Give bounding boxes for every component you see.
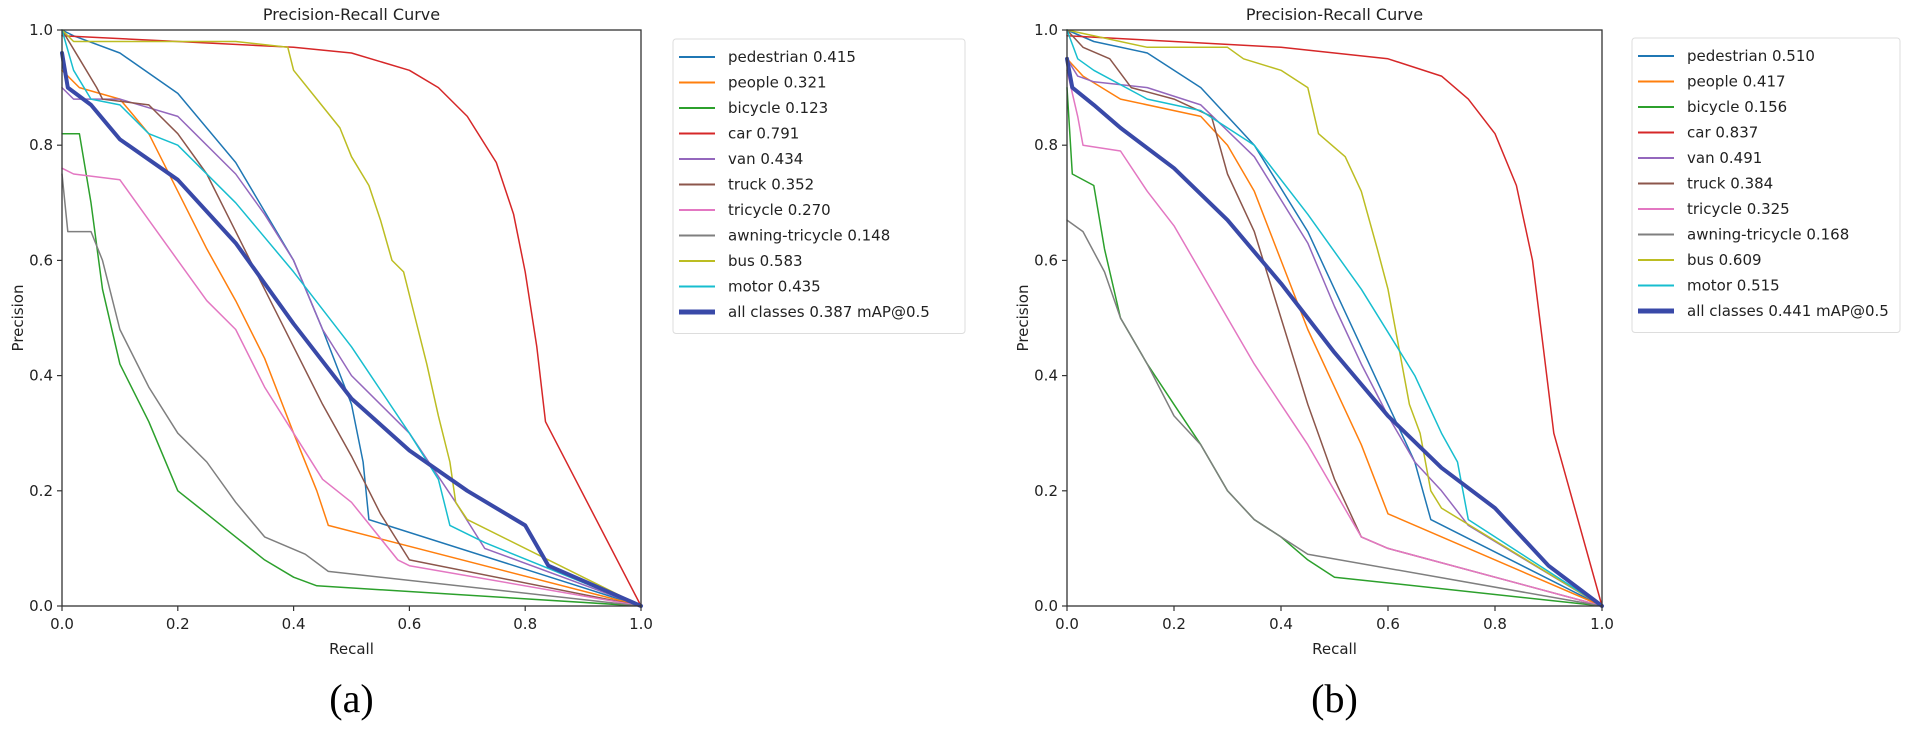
y-tick-label: 1.0 [29,21,53,39]
legend-entry: motor 0.435 [728,278,821,296]
series-line-pedestrian [61,29,642,607]
x-tick-label: 0.6 [397,615,421,633]
legend-entry: van 0.434 [728,150,803,168]
legend-entry: motor 0.515 [1687,277,1780,295]
x-tick-label: 0.6 [1376,615,1400,633]
y-tick-label: 0.4 [1034,367,1058,385]
legend-entry: people 0.321 [728,74,827,92]
series-line-bus [1066,29,1603,607]
legend-entry: tricycle 0.325 [1687,200,1790,218]
y-tick-label: 0.6 [1034,251,1058,269]
legend-entry: tricycle 0.270 [728,201,831,219]
legend-entry: awning-tricycle 0.168 [1687,226,1849,244]
legend-entry: pedestrian 0.415 [728,48,856,66]
series-line-bicycle [1066,86,1603,607]
chart-a: 0.0 0.2 0.4 0.6 0.8 1.0 0.0 0.2 0.4 0.6 0.8 1.0 Prec… [9,5,966,721]
legend-entry: bicycle 0.123 [728,99,828,117]
axes-frame [61,29,642,607]
series-line-bicycle [61,132,642,607]
series-line-motor [1066,29,1603,607]
y-tick-label: 0.2 [1034,482,1058,500]
x-tick-label: 1.0 [629,615,653,633]
series-line-motor [61,29,642,607]
series-line-awning-tricycle [1066,219,1603,607]
x-axis-label: Recall [329,640,374,658]
y-tick-label: 0.0 [1034,597,1058,615]
subfigure-caption: (b) [1311,676,1358,721]
series-line-people [61,69,642,607]
legend-entry: bicycle 0.156 [1687,98,1787,116]
series-line-car [61,35,642,607]
legend-entry: all classes 0.387 mAP@0.5 [728,303,930,321]
series-line-tricycle [61,167,642,607]
x-tick-label: 0.8 [513,615,537,633]
legend-entry: all classes 0.441 mAP@0.5 [1687,302,1889,320]
chart-title: Precision-Recall Curve [1246,5,1423,24]
x-tick-label: 0.0 [50,615,74,633]
x-tick-label: 0.8 [1483,615,1507,633]
y-tick-label: 0.8 [1034,136,1058,154]
y-axis-label: Precision [1014,285,1032,352]
series-group [1065,29,1604,608]
series-line-truck [1066,29,1603,607]
legend-entry: awning-tricycle 0.148 [728,227,890,245]
x-tick-label: 0.4 [1269,615,1293,633]
legend-entry: truck 0.384 [1687,175,1773,193]
chart-title: Precision-Recall Curve [263,5,440,24]
y-tick-label: 0.6 [29,251,53,269]
legend-entry: pedestrian 0.510 [1687,47,1815,65]
legend-entry: car 0.837 [1687,124,1758,142]
x-tick-label: 0.4 [282,615,306,633]
legend-box [672,38,966,334]
y-tick-label: 0.4 [29,367,53,385]
y-tick-label: 1.0 [1034,21,1058,39]
legend-entry: van 0.491 [1687,149,1762,167]
x-axis-label: Recall [1312,640,1357,658]
series-group [60,29,643,608]
series-line-people [1066,58,1603,607]
subfigure-caption: (a) [329,676,373,721]
x-tick-label: 0.2 [1162,615,1186,633]
x-tick-label: 1.0 [1590,615,1614,633]
series-line-bus [61,29,642,607]
x-tick-label: 0.0 [1055,615,1079,633]
y-axis-label: Precision [9,285,27,352]
axes-frame [1066,29,1603,607]
y-tick-label: 0.8 [29,136,53,154]
legend-entry: bus 0.609 [1687,251,1762,269]
series-line-pedestrian [1066,29,1603,607]
legend-box [1631,37,1901,333]
series-line-awning-tricycle [61,173,642,607]
chart-b: 0.0 0.2 0.4 0.6 0.8 1.0 0.0 0.2 0.4 0.6 0.8 1.0 Prec… [1014,5,1901,721]
series-line-all [1065,56,1604,608]
legend-entry: bus 0.583 [728,252,803,270]
series-line-all [60,51,643,608]
series-line-truck [61,29,642,607]
series-line-tricycle [1066,69,1603,607]
y-tick-label: 0.2 [29,482,53,500]
y-tick-label: 0.0 [29,597,53,615]
series-line-car [1066,35,1603,607]
legend-entry: car 0.791 [728,125,799,143]
legend-entry: people 0.417 [1687,73,1786,91]
series-line-van [1066,58,1603,607]
x-tick-label: 0.2 [166,615,190,633]
legend-entry: truck 0.352 [728,176,814,194]
legend: pedestrian 0.510 people 0.417 bicycle 0.15… [1631,37,1901,333]
legend: pedestrian 0.415 people 0.321 bicycle 0.12… [672,38,966,334]
